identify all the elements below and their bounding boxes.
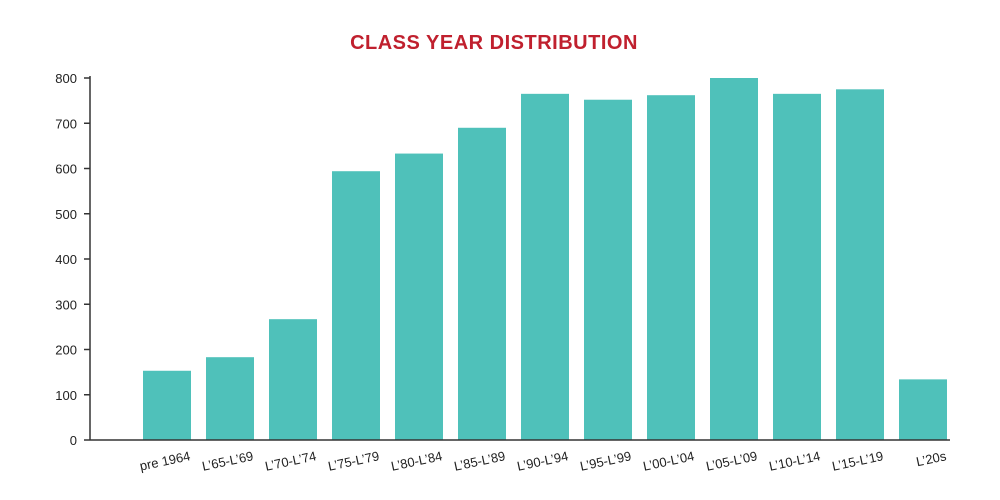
x-tick-label: L’15-L’19	[831, 448, 885, 473]
bar	[458, 127, 506, 441]
y-tick-label: 200	[55, 343, 77, 358]
x-tick-label: L’85-L’89	[453, 448, 507, 473]
bars	[143, 78, 947, 441]
x-tick-label: L’20s	[915, 448, 948, 469]
bar	[899, 379, 947, 440]
bar	[395, 153, 443, 440]
bar	[836, 89, 884, 440]
bar	[710, 78, 758, 440]
bar	[269, 319, 317, 440]
bar	[521, 93, 569, 441]
y-axis: 0 100 200 300 400 500 600 700 800	[55, 71, 91, 448]
x-tick-label: L’00-L’04	[642, 448, 696, 473]
bar	[206, 357, 254, 440]
y-tick-label: 800	[55, 71, 77, 86]
y-tick-label: 100	[55, 388, 77, 403]
y-tick-label: 0	[70, 433, 77, 448]
x-tick-label: L’95-L’99	[579, 448, 633, 473]
chart-title: CLASS YEAR DISTRIBUTION	[350, 32, 638, 54]
x-tick-label: L’10-L’14	[768, 448, 822, 473]
y-tick-label: 500	[55, 207, 77, 222]
bar	[584, 99, 632, 440]
bar	[647, 95, 695, 440]
y-tick-label: 300	[55, 297, 77, 312]
x-tick-label: L’05-L’09	[705, 448, 759, 473]
bar	[773, 93, 821, 441]
x-tick-label: L’65-L’69	[201, 448, 255, 473]
x-tick-label: L’70-L’74	[264, 448, 318, 473]
bar	[332, 171, 380, 440]
x-tick-label: L’75-L’79	[327, 448, 381, 473]
y-tick-label: 700	[55, 116, 77, 131]
x-tick-label: L’90-L’94	[516, 448, 570, 473]
x-axis: pre 1964 L’65-L’69 L’70-L’74 L’75-L’79 L’80-…	[90, 439, 950, 474]
x-tick-label: L’80-L’84	[390, 448, 444, 473]
bar	[143, 370, 191, 440]
y-tick-label: 400	[55, 252, 77, 267]
x-tick-label: pre 1964	[138, 448, 191, 473]
y-tick-label: 600	[55, 162, 77, 177]
